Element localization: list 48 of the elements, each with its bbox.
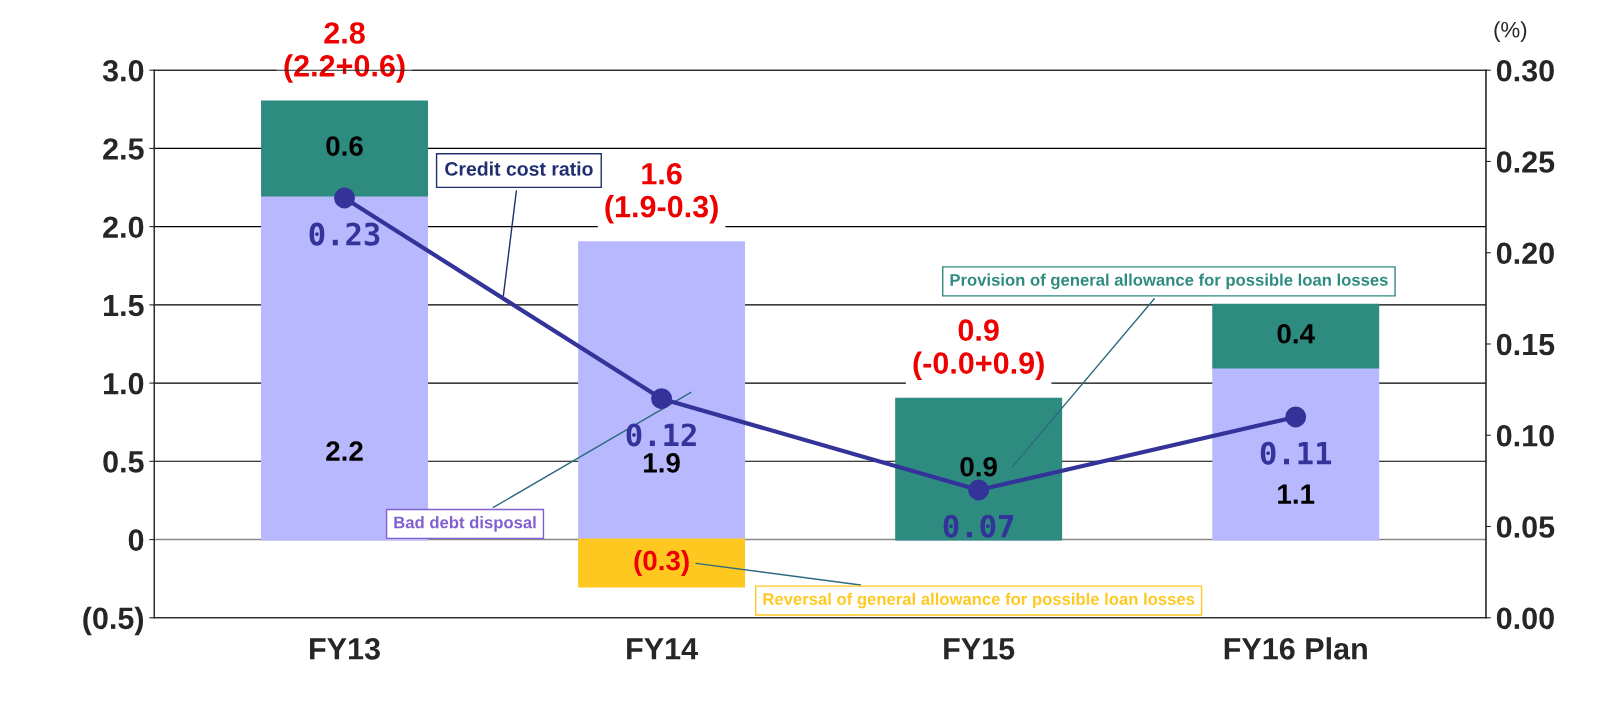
y-tick-label: 2.5 [103,138,144,160]
y-tick-label: 1.5 [104,294,144,317]
total-label: 0.9 (-0.0+0.9) [913,319,1044,380]
bar [1212,303,1380,369]
data-label: 1.1 [1278,484,1315,504]
y-tick-label: 0.5 [103,451,144,473]
y2-tick-label: 0.00 [1496,607,1554,630]
x-tick-label: FY13 [310,638,380,660]
y2-tick-label: 0.10 [1496,424,1554,447]
y2-tick-label: 0.05 [1496,516,1555,538]
y-tick-label: 2.0 [103,216,144,239]
y2-tick-label: 0.25 [1496,151,1555,173]
data-label: 0.07 [943,514,1014,538]
x-tick-label: FY14 [627,638,698,660]
y-tick-label: 1.0 [104,372,144,395]
bar [261,100,428,197]
x-tick-label: FY15 [944,638,1015,660]
y-tick-label: (0.5) [83,606,144,636]
text: (%) [1494,21,1527,42]
bar [578,538,746,588]
series-label: Bad debt disposal [394,516,536,532]
data-label: 1.9 [644,453,680,473]
data-label: 2.2 [326,441,363,461]
data-label: 0.4 [1277,323,1315,344]
y-tick-label: 3.0 [102,59,144,82]
total-label: 1.6 (1.9-0.3) [605,162,718,224]
y-tick-label: 0 [128,529,144,551]
x-tick-label: FY16 Plan [1224,637,1367,660]
point [334,187,355,209]
data-label: (0.3) [634,550,689,576]
text: Credit cost ratio [445,161,593,176]
bar [895,397,1063,541]
bar [578,241,746,541]
data-label: 0.6 [326,136,363,156]
data-label: 0.23 [309,222,380,246]
series-label: Reversal of general allowance for possible loan losses [763,592,1195,609]
bar [261,194,428,541]
point [968,479,990,501]
data-label: 0.11 [1260,441,1332,465]
y2-tick-label: 0.30 [1496,59,1554,82]
y2-tick-label: 0.20 [1496,242,1554,265]
point [1285,406,1307,428]
series-label: Provision of general allowance for possible loan losses [950,273,1388,290]
data-label: 0.9 [960,456,997,477]
point [651,388,673,410]
bar [1212,366,1380,541]
data-label: 0.12 [626,423,696,447]
y2-tick-label: 0.15 [1496,333,1555,356]
